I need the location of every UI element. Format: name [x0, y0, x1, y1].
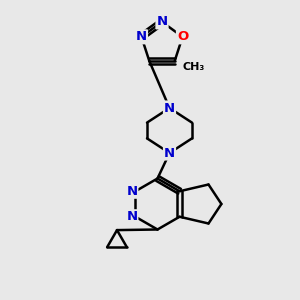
- Text: CH₃: CH₃: [182, 62, 204, 72]
- Text: O: O: [177, 30, 188, 43]
- Text: N: N: [136, 30, 147, 43]
- Text: N: N: [164, 146, 175, 160]
- Text: N: N: [164, 101, 175, 115]
- Text: N: N: [156, 15, 168, 28]
- Text: N: N: [126, 185, 137, 198]
- Text: N: N: [126, 210, 137, 223]
